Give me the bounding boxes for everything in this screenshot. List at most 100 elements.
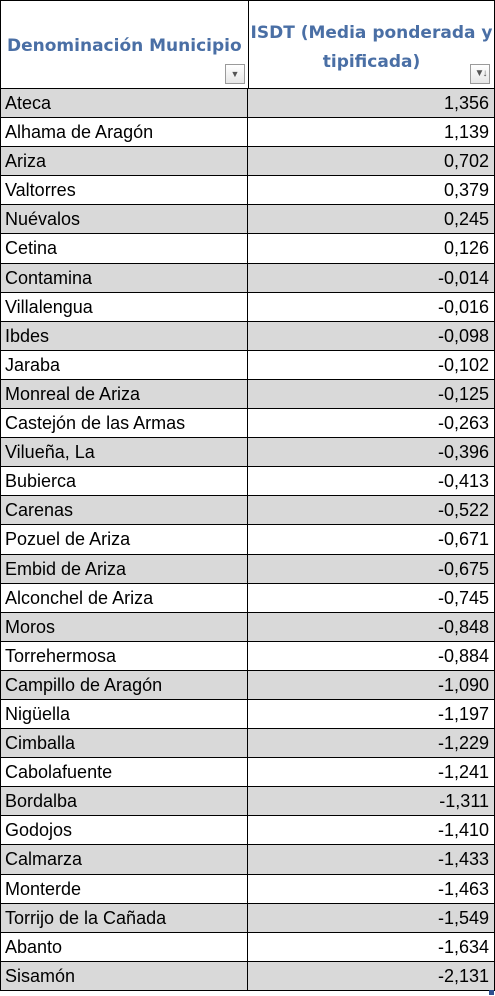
table-row[interactable]: Cimballa -1,229 (0, 729, 495, 759)
isdt-value-cell[interactable]: -0,102 (248, 350, 495, 379)
isdt-value-cell[interactable]: 0,126 (248, 234, 495, 263)
isdt-value-cell[interactable]: 0,379 (248, 176, 495, 205)
municipio-cell[interactable]: Pozuel de Ariza (0, 525, 248, 554)
municipio-cell[interactable]: Bubierca (0, 467, 248, 496)
municipio-cell[interactable]: Alconchel de Ariza (0, 583, 248, 612)
municipio-cell[interactable]: Monreal de Ariza (0, 379, 248, 409)
isdt-value-cell[interactable]: -0,396 (248, 438, 495, 467)
table-row[interactable]: Valtorres 0,379 (0, 176, 495, 206)
column-header-isdt-label: ISDT (Media ponderada y tipificada) (250, 23, 493, 72)
municipio-cell[interactable]: Nuévalos (0, 205, 248, 234)
column-header-municipio[interactable]: Denominación Municipio ▼ (0, 0, 248, 89)
filter-dropdown-icon[interactable]: ▼ (225, 64, 245, 84)
sort-descending-icon[interactable]: ▼↓ (470, 64, 490, 84)
table-row[interactable]: Pozuel de Ariza -0,671 (0, 525, 495, 555)
isdt-value-cell[interactable]: -0,098 (248, 321, 495, 350)
municipio-cell[interactable]: Calmarza (0, 845, 248, 874)
isdt-value-cell[interactable]: -0,125 (248, 379, 495, 409)
municipio-cell[interactable]: Godojos (0, 816, 248, 845)
table-resize-handle[interactable] (489, 990, 494, 995)
municipio-cell[interactable]: Torrijo de la Cañada (0, 903, 248, 932)
municipio-cell[interactable]: Castejón de las Armas (0, 409, 248, 438)
table-row[interactable]: Cabolafuente -1,241 (0, 758, 495, 788)
isdt-value-cell[interactable]: -0,263 (248, 409, 495, 438)
isdt-value-cell[interactable]: -1,311 (248, 787, 495, 816)
isdt-value-cell[interactable]: -1,229 (248, 729, 495, 758)
municipio-cell[interactable]: Ibdes (0, 321, 248, 350)
municipio-cell[interactable]: Moros (0, 612, 248, 641)
municipio-cell[interactable]: Nigüella (0, 699, 248, 729)
municipio-cell[interactable]: Jaraba (0, 350, 248, 379)
table-row[interactable]: Torrehermosa -0,884 (0, 641, 495, 671)
municipio-cell[interactable]: Cabolafuente (0, 758, 248, 787)
municipio-cell[interactable]: Ateca (0, 89, 248, 118)
table-row[interactable]: Embid de Ariza -0,675 (0, 554, 495, 584)
table-row[interactable]: Jaraba -0,102 (0, 350, 495, 380)
table-row[interactable]: Bubierca -0,413 (0, 467, 495, 497)
isdt-value-cell[interactable]: -1,433 (248, 845, 495, 874)
isdt-value-cell[interactable]: -0,014 (248, 263, 495, 292)
table-row[interactable]: Villalengua -0,016 (0, 292, 495, 322)
table-row[interactable]: Carenas -0,522 (0, 496, 495, 526)
municipio-cell[interactable]: Cetina (0, 234, 248, 263)
isdt-value-cell[interactable]: -1,090 (248, 670, 495, 699)
municipio-cell[interactable]: Valtorres (0, 176, 248, 205)
isdt-value-cell[interactable]: -1,634 (248, 932, 495, 961)
table-row[interactable]: Godojos -1,410 (0, 816, 495, 846)
isdt-value-cell[interactable]: 0,702 (248, 147, 495, 176)
column-header-isdt[interactable]: ISDT (Media ponderada y tipificada) ▼↓ (248, 0, 495, 89)
table-row[interactable]: Nuévalos 0,245 (0, 205, 495, 235)
table-row[interactable]: Sisamón -2,131 (0, 961, 495, 991)
isdt-value-cell[interactable]: -1,197 (248, 699, 495, 729)
isdt-value-cell[interactable]: -0,884 (248, 641, 495, 670)
table-row[interactable]: Contamina -0,014 (0, 263, 495, 293)
municipio-cell[interactable]: Alhama de Aragón (0, 118, 248, 147)
table-row[interactable]: Nigüella -1,197 (0, 699, 495, 730)
table-row[interactable]: Castejón de las Armas -0,263 (0, 409, 495, 439)
isdt-value-cell[interactable]: -0,675 (248, 554, 495, 583)
isdt-value-cell[interactable]: -0,848 (248, 612, 495, 641)
isdt-value-cell[interactable]: 1,139 (248, 118, 495, 147)
isdt-value-cell[interactable]: -1,463 (248, 874, 495, 903)
table-row[interactable]: Moros -0,848 (0, 612, 495, 642)
municipio-cell[interactable]: Abanto (0, 932, 248, 961)
isdt-value-cell[interactable]: -0,671 (248, 525, 495, 554)
isdt-value-cell[interactable]: -0,745 (248, 583, 495, 612)
table-row[interactable]: Cetina 0,126 (0, 234, 495, 264)
municipio-cell[interactable]: Campillo de Aragón (0, 670, 248, 699)
municipio-cell[interactable]: Monterde (0, 874, 248, 903)
municipio-cell[interactable]: Embid de Ariza (0, 554, 248, 583)
municipio-cell[interactable]: Bordalba (0, 787, 248, 816)
municipio-cell[interactable]: Cimballa (0, 729, 248, 758)
isdt-value-cell[interactable]: -1,549 (248, 903, 495, 932)
municipio-cell[interactable]: Vilueña, La (0, 438, 248, 467)
isdt-value-cell[interactable]: 0,245 (248, 205, 495, 234)
column-header-municipio-label: Denominación Municipio (7, 36, 242, 56)
isdt-value-cell[interactable]: -1,410 (248, 816, 495, 845)
table-row[interactable]: Campillo de Aragón -1,090 (0, 670, 495, 700)
municipio-cell[interactable]: Villalengua (0, 292, 248, 321)
municipio-cell[interactable]: Contamina (0, 263, 248, 292)
table-row[interactable]: Abanto -1,634 (0, 932, 495, 962)
municipio-cell[interactable]: Torrehermosa (0, 641, 248, 670)
isdt-value-cell[interactable]: -0,413 (248, 467, 495, 496)
isdt-value-cell[interactable]: 1,356 (248, 89, 495, 118)
isdt-value-cell[interactable]: -0,016 (248, 292, 495, 321)
isdt-value-cell[interactable]: -2,131 (248, 961, 495, 990)
table-row[interactable]: Vilueña, La -0,396 (0, 438, 495, 468)
municipio-cell[interactable]: Ariza (0, 147, 248, 176)
table-row[interactable]: Alhama de Aragón 1,139 (0, 118, 495, 148)
table-row[interactable]: Alconchel de Ariza -0,745 (0, 583, 495, 613)
table-row[interactable]: Ariza 0,702 (0, 147, 495, 177)
table-row[interactable]: Torrijo de la Cañada -1,549 (0, 903, 495, 933)
isdt-value-cell[interactable]: -0,522 (248, 496, 495, 525)
table-row[interactable]: Monterde -1,463 (0, 874, 495, 904)
table-row[interactable]: Bordalba -1,311 (0, 787, 495, 817)
isdt-value-cell[interactable]: -1,241 (248, 758, 495, 787)
table-row[interactable]: Ateca 1,356 (0, 89, 495, 119)
table-row[interactable]: Monreal de Ariza -0,125 (0, 379, 495, 410)
table-row[interactable]: Ibdes -0,098 (0, 321, 495, 351)
municipio-cell[interactable]: Sisamón (0, 961, 248, 990)
table-row[interactable]: Calmarza -1,433 (0, 845, 495, 875)
municipio-cell[interactable]: Carenas (0, 496, 248, 525)
